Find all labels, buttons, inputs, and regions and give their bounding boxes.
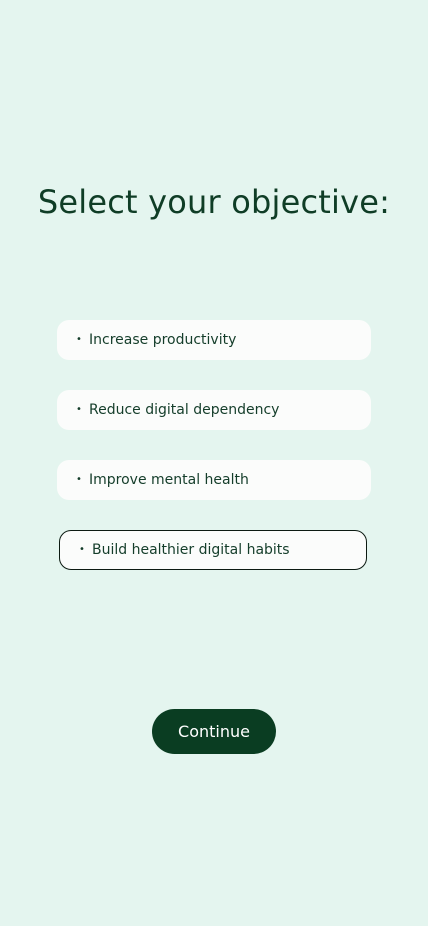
objective-options-list: • Increase productivity • Reduce digital… [57,320,371,600]
option-reduce-digital-dependency[interactable]: • Reduce digital dependency [57,390,371,430]
option-label: Reduce digital dependency [89,402,280,418]
continue-button[interactable]: Continue [152,709,276,754]
bullet-icon: • [76,404,82,415]
bullet-icon: • [76,474,82,485]
option-build-healthier-digital-habits[interactable]: • Build healthier digital habits [59,530,367,570]
option-label: Build healthier digital habits [92,542,290,558]
bullet-icon: • [79,544,85,555]
option-label: Improve mental health [89,472,249,488]
option-increase-productivity[interactable]: • Increase productivity [57,320,371,360]
page-title: Select your objective: [37,183,391,221]
option-label: Increase productivity [89,332,237,348]
bullet-icon: • [76,334,82,345]
option-improve-mental-health[interactable]: • Improve mental health [57,460,371,500]
